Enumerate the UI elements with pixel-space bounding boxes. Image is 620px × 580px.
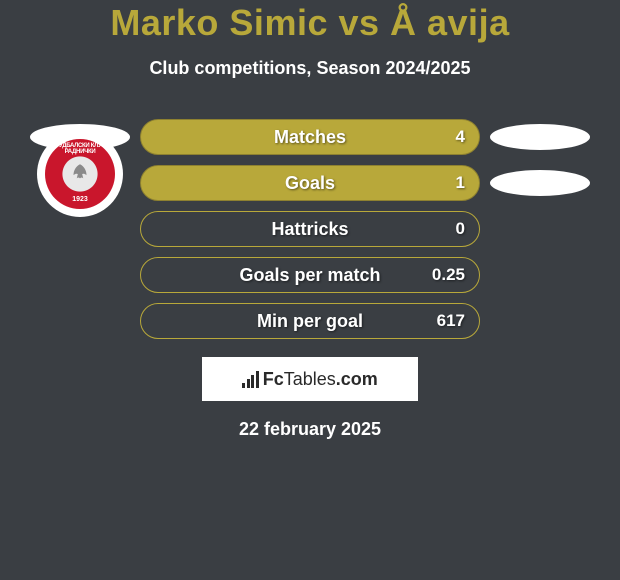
stat-label: Hattricks (271, 219, 348, 240)
comparison-widget: Marko Simic vs Å avija Club competitions… (0, 0, 620, 440)
stat-label: Min per goal (257, 311, 363, 332)
placeholder-oval (490, 170, 590, 196)
brand-prefix: Fc (263, 369, 284, 389)
brand-footer[interactable]: FcTables.com (202, 357, 418, 401)
spacer (30, 262, 130, 288)
stat-bar: Goals 1 (140, 165, 480, 201)
eagle-icon (67, 161, 93, 187)
badge-outer: ФУДБАЛСКИ КЛУБРАДНИЧКИ 1923 (37, 131, 123, 217)
icon-bar (242, 383, 245, 388)
spacer (30, 216, 130, 242)
icon-bar (251, 375, 254, 388)
stats-rows: Matches 4 ФУДБАЛСКИ КЛУБРАДНИЧКИ 1923 Goals 1… (0, 119, 620, 339)
stat-value: 617 (437, 311, 465, 331)
placeholder-oval (490, 124, 590, 150)
brand-suffix: .com (336, 369, 378, 389)
stat-bar: Matches 4 (140, 119, 480, 155)
stat-label: Matches (274, 127, 346, 148)
stat-value: 0.25 (432, 265, 465, 285)
bar-chart-icon (242, 370, 259, 388)
stat-label: Goals per match (239, 265, 380, 286)
stat-bar: Min per goal 617 (140, 303, 480, 339)
stat-row: ФУДБАЛСКИ КЛУБРАДНИЧКИ1923Goals1 (0, 165, 620, 201)
spacer (30, 308, 130, 334)
stat-label: Goals (285, 173, 335, 194)
stat-row: Hattricks 0 (0, 211, 620, 247)
date-label: 22 february 2025 (0, 419, 620, 440)
icon-bar (256, 371, 259, 388)
spacer (490, 308, 590, 334)
brand-name: FcTables.com (263, 369, 378, 390)
stat-row: Min per goal 617 (0, 303, 620, 339)
spacer (490, 216, 590, 242)
stat-bar: Hattricks 0 (140, 211, 480, 247)
stat-value: 4 (456, 127, 465, 147)
stat-bar: Goals per match 0.25 (140, 257, 480, 293)
badge-top-text: ФУДБАЛСКИ КЛУБРАДНИЧКИ (45, 143, 115, 155)
club-badge: ФУДБАЛСКИ КЛУБРАДНИЧКИ1923 (30, 149, 130, 217)
stat-row: Goals per match 0.25 (0, 257, 620, 293)
spacer (490, 262, 590, 288)
subtitle: Club competitions, Season 2024/2025 (0, 58, 620, 79)
page-title: Marko Simic vs Å avija (0, 2, 620, 44)
brand-mid: Tables (284, 369, 336, 389)
badge-inner: ФУДБАЛСКИ КЛУБРАДНИЧКИ 1923 (45, 139, 115, 209)
stat-value: 0 (456, 219, 465, 239)
stat-value: 1 (456, 173, 465, 193)
badge-year: 1923 (45, 196, 115, 203)
icon-bar (247, 379, 250, 388)
